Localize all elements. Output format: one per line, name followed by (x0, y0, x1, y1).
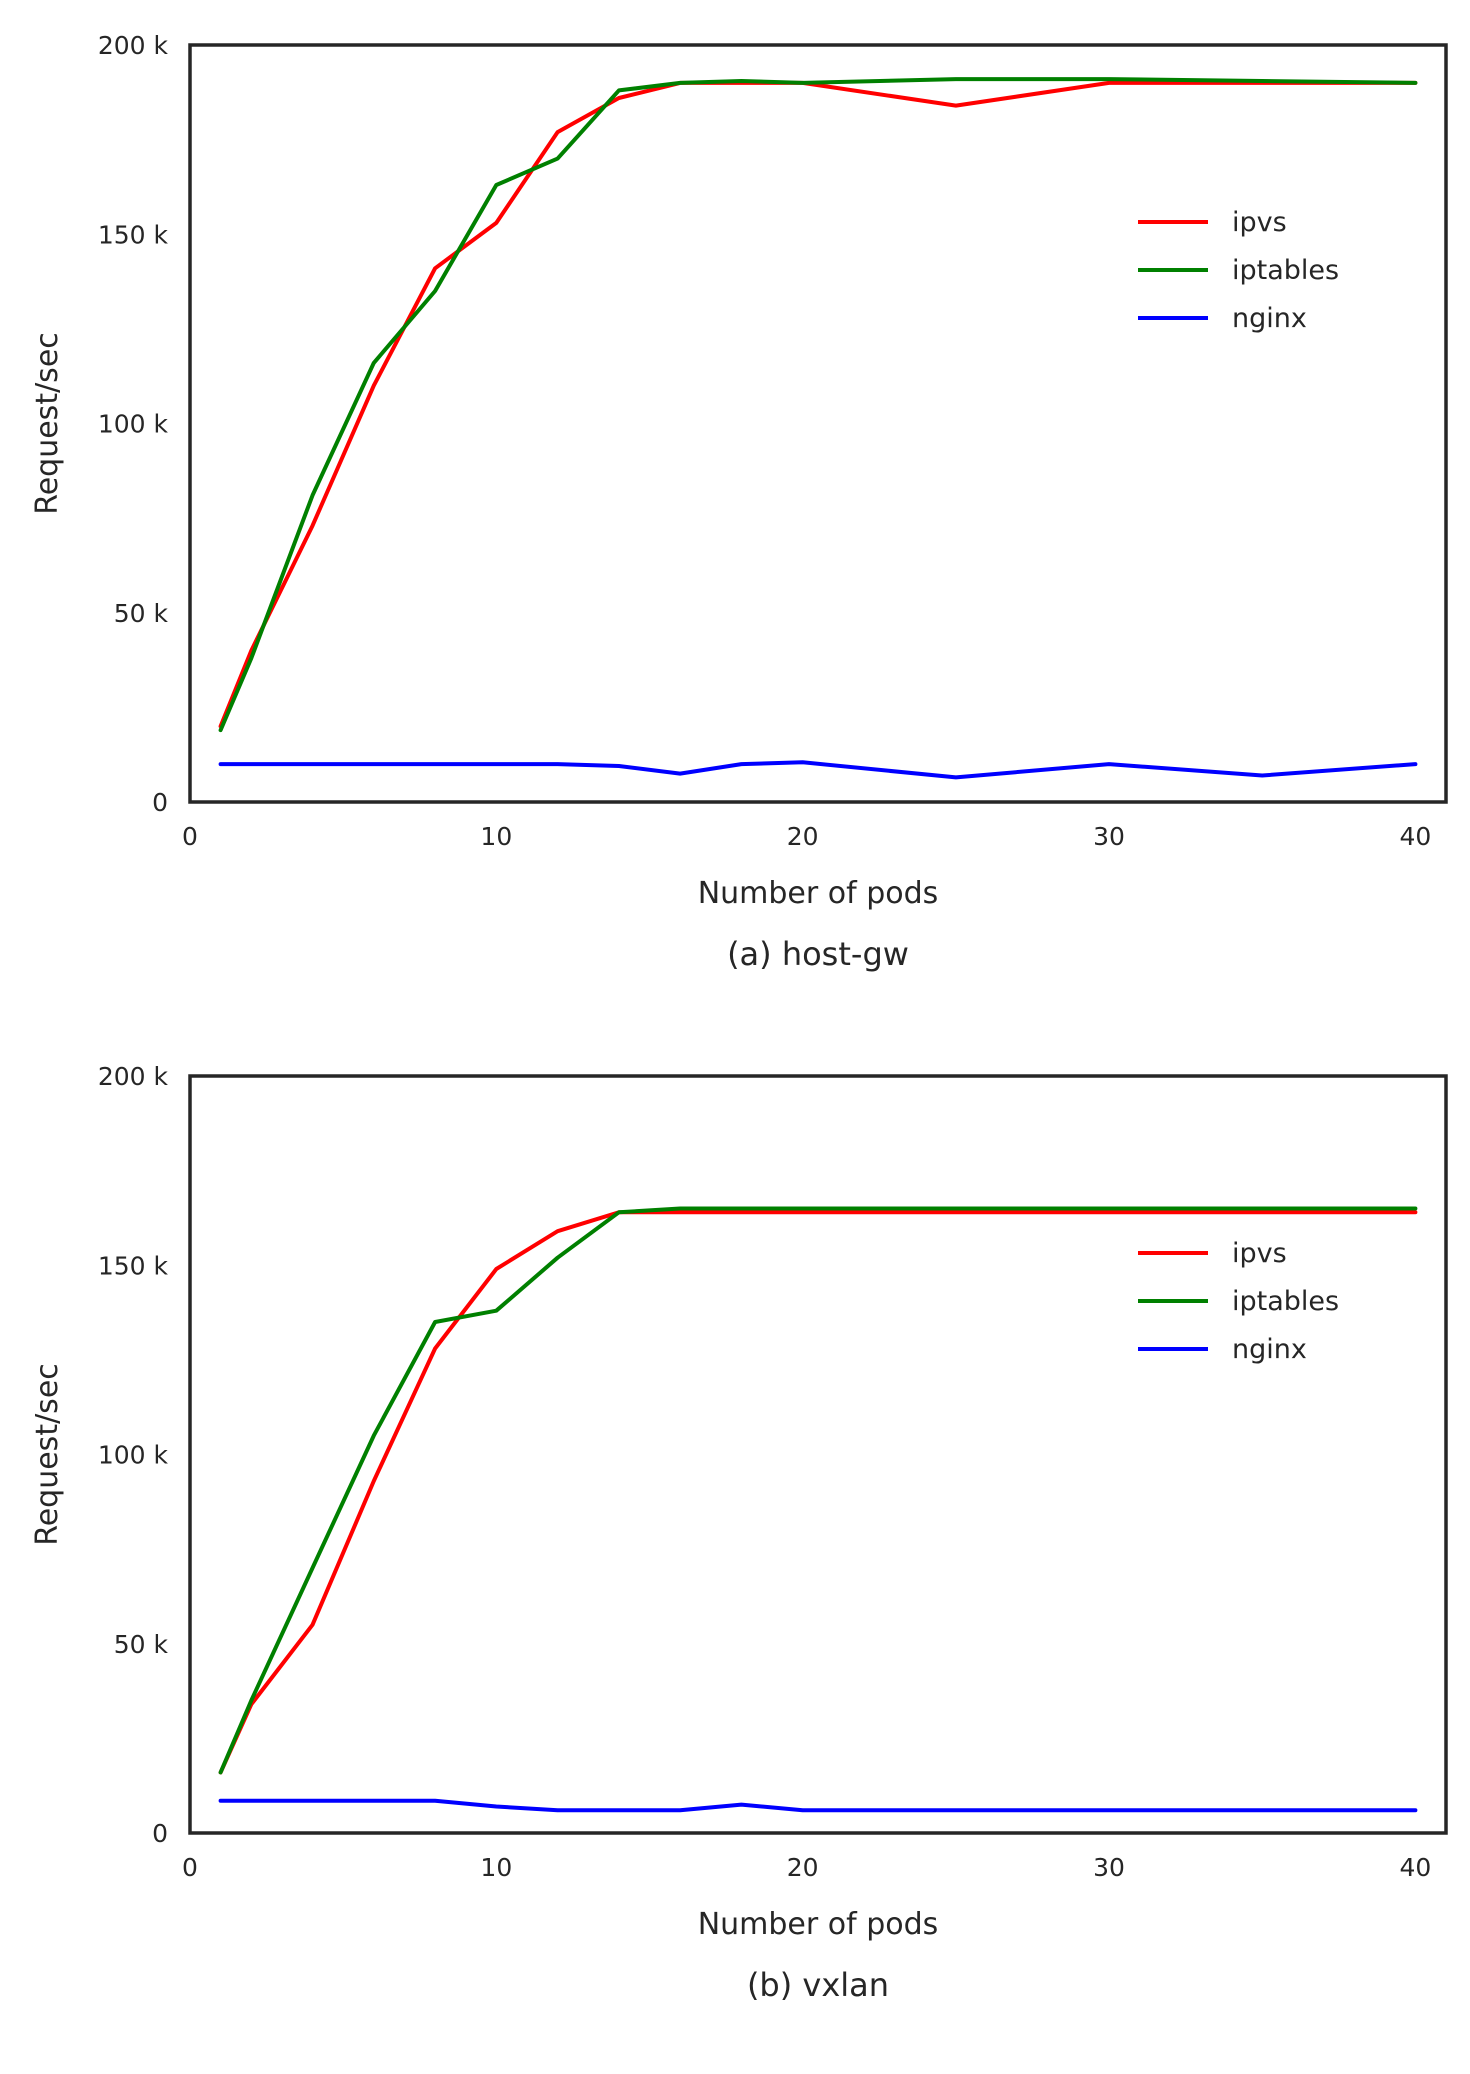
x-tick-label: 0 (182, 822, 198, 851)
x-tick-label: 30 (1093, 822, 1125, 851)
legend-label-ipvs: ipvs (1232, 1238, 1287, 1269)
x-tick-label: 0 (182, 1853, 198, 1882)
y-tick-label: 150 k (98, 220, 169, 249)
y-tick-label: 100 k (98, 1441, 169, 1470)
y-tick-label: 0 (152, 788, 168, 817)
x-axis-label: Number of pods (698, 876, 939, 911)
chart-vxlan: 0 10 20 30 40 0 50 k 100 k 150 k 200 k Number of p… (30, 1062, 1448, 2004)
series-line-ipvs (218, 80, 1418, 729)
series-lines (218, 1206, 1418, 1813)
x-tick-label: 20 (787, 822, 819, 851)
y-tick-label: 200 k (98, 1062, 169, 1091)
legend-label-nginx: nginx (1232, 1334, 1307, 1365)
x-tick-label: 40 (1399, 822, 1431, 851)
y-tick-label: 200 k (98, 31, 169, 60)
x-tick-label: 30 (1093, 1853, 1125, 1882)
y-axis-label: Request/sec (30, 1363, 65, 1546)
series-lines (218, 77, 1418, 780)
x-tick-label: 20 (787, 1853, 819, 1882)
y-tick-label: 100 k (98, 410, 169, 439)
chart-host-gw: 0 10 20 30 40 0 50 k 100 k 150 k 200 k Number of p… (30, 31, 1448, 973)
y-tick-label: 50 k (114, 1630, 169, 1659)
figure-caption: (b) vxlan (747, 1966, 889, 2004)
legend-label-nginx: nginx (1232, 303, 1307, 334)
x-axis-label: Number of pods (698, 1907, 939, 1942)
legend-label-ipvs: ipvs (1232, 207, 1287, 238)
chart-panel-vxlan: 0 10 20 30 40 0 50 k 100 k 150 k 200 k Number of p… (0, 1030, 1470, 2074)
plot-frame (188, 43, 1448, 804)
x-tick-label: 40 (1399, 1853, 1431, 1882)
x-tick-label: 10 (480, 1853, 512, 1882)
series-line-nginx (218, 1798, 1418, 1813)
legend: ipvs iptables nginx (1138, 1238, 1339, 1365)
legend-label-iptables: iptables (1232, 255, 1339, 286)
series-line-nginx (218, 760, 1418, 780)
series-line-iptables (218, 77, 1418, 733)
y-tick-label: 0 (152, 1819, 168, 1848)
legend: ipvs iptables nginx (1138, 207, 1339, 334)
plot-frame (188, 1074, 1448, 1835)
series-line-iptables (218, 1206, 1418, 1775)
y-axis-label: Request/sec (30, 332, 65, 515)
y-tick-label: 50 k (114, 599, 169, 628)
y-tick-label: 150 k (98, 1251, 169, 1280)
figure-caption: (a) host-gw (727, 935, 909, 973)
legend-label-iptables: iptables (1232, 1286, 1339, 1317)
chart-panel-host-gw: 0 10 20 30 40 0 50 k 100 k 150 k 200 k Number of p… (0, 0, 1470, 1000)
x-tick-label: 10 (480, 822, 512, 851)
